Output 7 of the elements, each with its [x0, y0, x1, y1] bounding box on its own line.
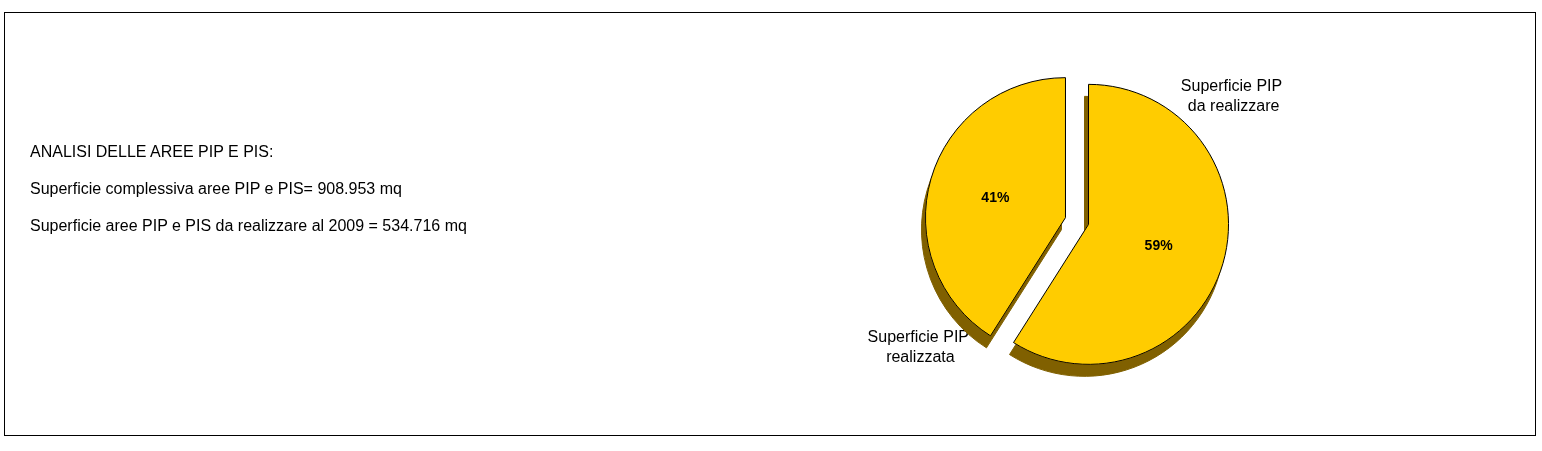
data-label: 41%: [981, 189, 1010, 206]
slice-label: Superficie PIP realizzata: [867, 328, 974, 366]
text: Superficie aree PIP e PIS da realizzare al 2009 = 534.716 mq: [30, 216, 467, 234]
slice-label: Superficie PIP da realizzare: [1180, 76, 1287, 114]
data-label: 59%: [1144, 236, 1174, 253]
text: Superficie complessiva aree PIP e PIS= 908.953 mq: [30, 179, 402, 197]
text: ANALISI DELLE AREE PIP E PIS:: [30, 142, 274, 160]
